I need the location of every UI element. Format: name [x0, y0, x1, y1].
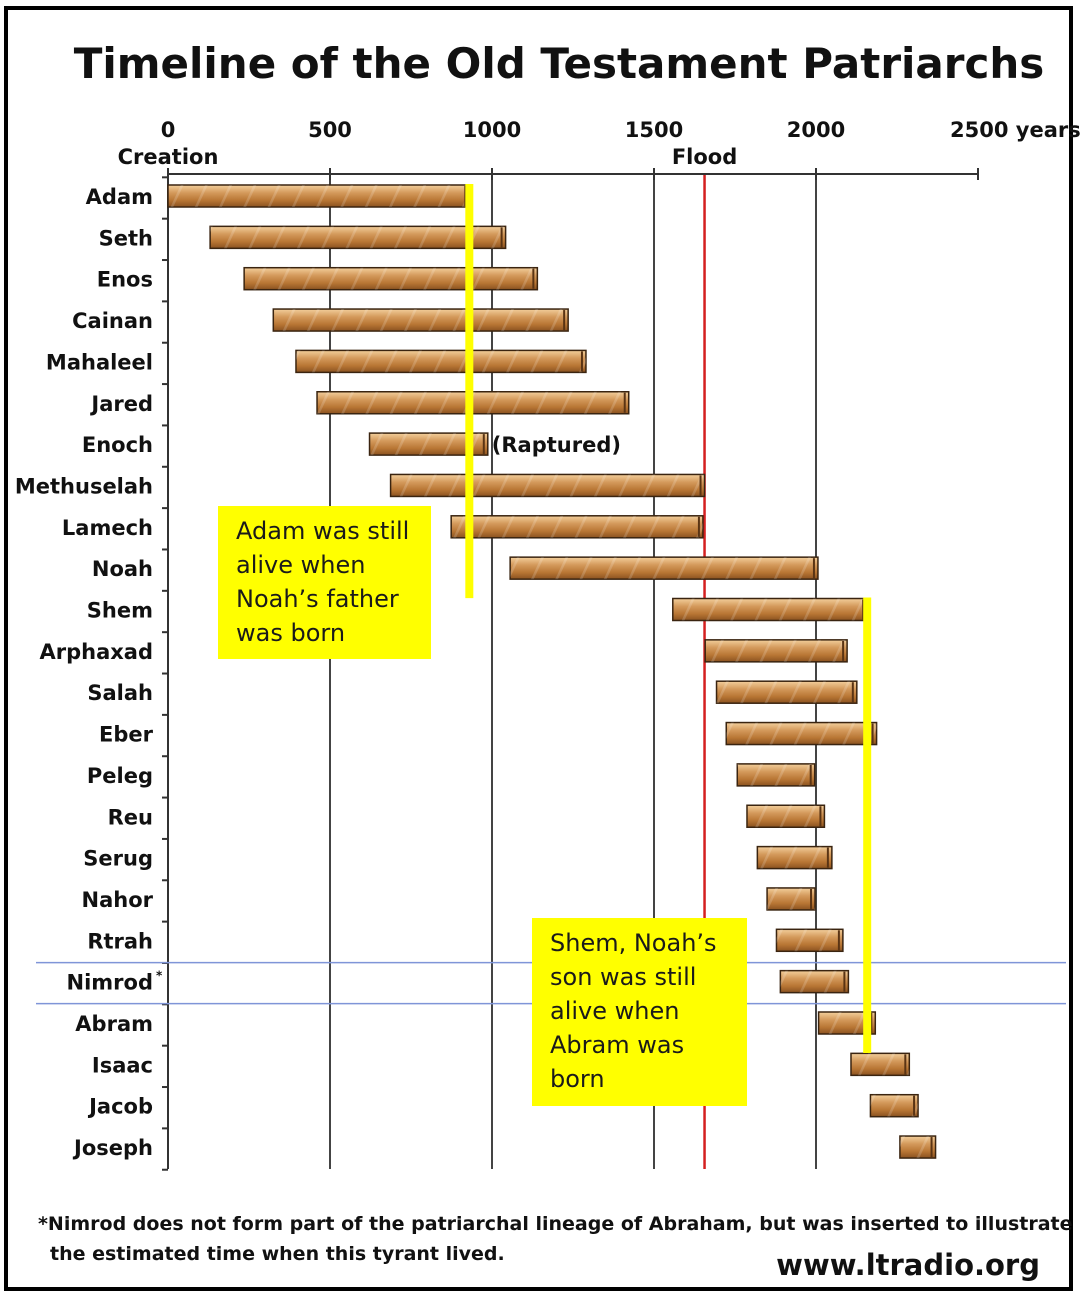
label-abram: Abram	[75, 1012, 153, 1036]
shem-callout: Shem, Noah’s son was still alive when Ab…	[532, 918, 747, 1106]
bar-grain-arphaxad	[705, 639, 848, 662]
footnote-line-2: the estimated time when this tyrant live…	[50, 1243, 505, 1265]
bar-grain-reu	[746, 805, 825, 828]
bar-grain-nahor	[767, 887, 816, 910]
bar-grain-noah	[510, 557, 818, 580]
x-tick-label-1500: 1500	[625, 118, 683, 142]
label-methuselah: Methuselah	[15, 474, 153, 498]
x-tick-label-1000: 1000	[463, 118, 521, 142]
highlight-lines	[465, 184, 872, 1053]
bar-grain-jacob	[870, 1094, 919, 1117]
footnote-line-1: *Nimrod does not form part of the patria…	[38, 1213, 1073, 1235]
label-reu: Reu	[108, 805, 153, 829]
x-tick-sublabel: Creation	[118, 145, 219, 169]
patriarch-labels: Adam Seth Enos Cainan Mahaleel Jared Enoch (Rap…	[15, 185, 621, 1160]
label-joseph: Joseph	[72, 1136, 153, 1160]
label-enoch: Enoch	[82, 433, 153, 457]
bar-grain-shem	[672, 598, 868, 621]
label-mahaleel: Mahaleel	[46, 350, 153, 374]
bar-grain-enos	[244, 267, 538, 290]
website-url: www.ltradio.org	[776, 1248, 1040, 1282]
bar-grain-salah	[716, 681, 857, 704]
label-salah: Salah	[87, 681, 153, 705]
label-noah: Noah	[92, 557, 153, 581]
bar-grain-mahaleel	[295, 350, 586, 373]
bar-note-enoch: (Raptured)	[492, 433, 621, 457]
bar-grain-enoch	[369, 433, 488, 456]
bar-grain-rtrah	[776, 929, 843, 952]
chart-frame	[4, 6, 1073, 1291]
chart-title: Timeline of the Old Testament Patriarchs	[74, 39, 1045, 88]
label-rtrah: Rtrah	[87, 929, 153, 953]
label-adam: Adam	[86, 185, 153, 209]
bar-grain-adam	[168, 185, 470, 207]
bar-grain-joseph	[899, 1136, 936, 1159]
adam-callout: Adam was still alive when Noah’s father …	[218, 506, 431, 659]
flood-label: Flood	[672, 145, 737, 169]
bar-grain-eber	[726, 722, 877, 745]
label-seth: Seth	[99, 226, 153, 250]
label-arphaxad: Arphaxad	[39, 640, 153, 664]
label-peleg: Peleg	[87, 764, 153, 788]
label-jared: Jared	[89, 392, 153, 416]
label-nahor: Nahor	[82, 888, 154, 912]
bar-grain-abram	[818, 1012, 876, 1034]
bar-grain-cainan	[273, 309, 569, 332]
label-nimrod: Nimrod	[67, 971, 153, 995]
bar-grain-methuselah	[390, 474, 705, 497]
label-cainan: Cainan	[72, 309, 153, 333]
lifespan-bars	[167, 184, 937, 1159]
x-tick-label-0: 0	[161, 118, 176, 142]
x-tick-label-2000: 2000	[787, 118, 845, 142]
bar-grain-isaac	[850, 1053, 910, 1076]
x-tick-label-500: 500	[308, 118, 352, 142]
label-serug: Serug	[83, 847, 153, 871]
bar-grain-nimrod	[780, 970, 849, 993]
bar-grain-seth	[210, 226, 506, 249]
label-lamech: Lamech	[62, 516, 153, 540]
label-eber: Eber	[99, 723, 154, 747]
label-marker: *	[156, 969, 163, 983]
label-shem: Shem	[87, 599, 153, 623]
label-jacob: Jacob	[87, 1095, 153, 1119]
label-enos: Enos	[97, 268, 153, 292]
label-isaac: Isaac	[92, 1053, 153, 1077]
bar-grain-lamech	[451, 515, 703, 538]
bar-grain-peleg	[737, 763, 815, 786]
bar-grain-serug	[757, 846, 832, 869]
x-tick-label-2500: 2500 years	[950, 118, 1081, 142]
